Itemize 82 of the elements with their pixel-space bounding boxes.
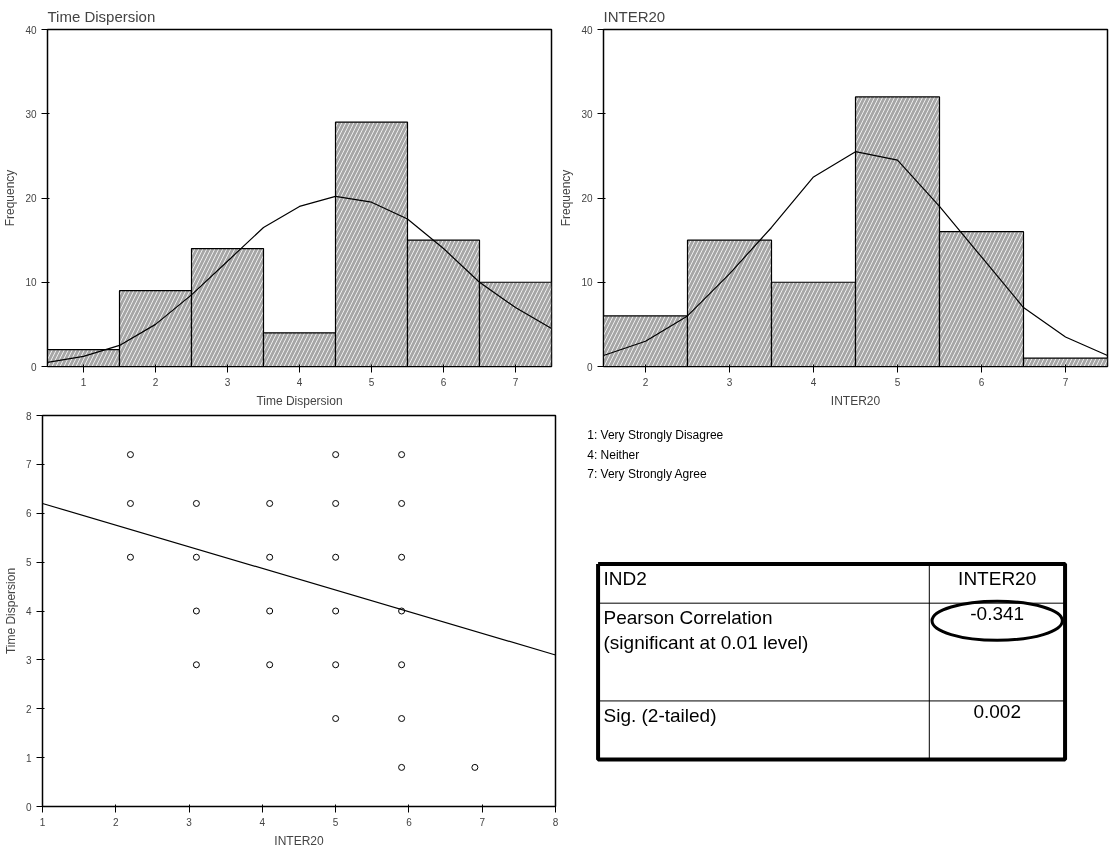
- point: [266, 553, 274, 561]
- point: [332, 715, 340, 723]
- x-tick-label: 2: [642, 376, 649, 388]
- x-tick-label: 4: [296, 376, 303, 388]
- point: [192, 607, 200, 615]
- x-tick-label: 1: [39, 816, 46, 828]
- text: 0.002: [973, 700, 1021, 722]
- point: [398, 763, 406, 771]
- y-tick-label: 2: [25, 703, 32, 715]
- y-tick-label: 5: [25, 557, 32, 569]
- point: [332, 451, 340, 459]
- x-tick-label: 2: [113, 816, 119, 828]
- y-tick-label: 10: [581, 277, 593, 289]
- point: [398, 607, 406, 615]
- point: [192, 661, 200, 669]
- y-tick-label: 20: [25, 193, 37, 204]
- point: [126, 451, 134, 459]
- x-tick-label: 4: [259, 816, 266, 828]
- point: [332, 499, 340, 507]
- text: 1: Very Strongly Disagree: [587, 428, 724, 443]
- point: [398, 661, 406, 669]
- y-tick-label: 3: [25, 654, 32, 666]
- point: [332, 607, 340, 615]
- point: [332, 661, 340, 669]
- y-tick-label: 40: [581, 24, 593, 36]
- y-tick-label: 6: [25, 508, 32, 520]
- x-tick-label: 6: [978, 376, 985, 388]
- y-tick-label: 0: [586, 361, 593, 373]
- text: Pearson Correlation (significant at 0.01 level): [603, 607, 809, 654]
- point: [332, 553, 340, 561]
- y-tick-label: 40: [25, 24, 37, 36]
- x-tick-label: 6: [406, 816, 413, 828]
- point: [398, 553, 406, 561]
- x-tick-label: 6: [440, 376, 447, 388]
- point: [398, 451, 406, 459]
- x-tick-label: 3: [186, 816, 193, 828]
- x-tick-label: 3: [224, 376, 231, 388]
- point: [126, 553, 134, 561]
- y-tick-label: 20: [581, 193, 593, 204]
- y-axis-title: Frequency: [3, 169, 18, 227]
- text: 7: Very Strongly Agree: [587, 467, 707, 482]
- point: [398, 499, 406, 507]
- point: [471, 763, 479, 771]
- y-tick-label: 30: [25, 108, 37, 120]
- y-tick-label: 8: [25, 410, 32, 422]
- text: 4: Neither: [587, 447, 640, 462]
- x-tick-label: 5: [368, 376, 375, 388]
- x-tick-label: 4: [810, 376, 817, 388]
- text: IND2: [603, 567, 647, 589]
- y-tick-label: 10: [25, 277, 37, 289]
- point: [126, 499, 134, 507]
- point: [398, 715, 406, 723]
- point: [266, 661, 274, 669]
- point: [266, 499, 274, 507]
- point: [192, 553, 200, 561]
- x-tick-label: 7: [1062, 376, 1069, 388]
- x-axis-title: Time Dispersion: [256, 393, 343, 408]
- y-tick-label: 1: [25, 752, 32, 764]
- text: -0.341: [970, 603, 1025, 625]
- point: [192, 499, 200, 507]
- x-tick-label: 2: [152, 376, 159, 388]
- text: Sig. (2-tailed): [603, 704, 717, 726]
- x-axis-title: INTER20: [830, 393, 881, 408]
- chart-title: Time Dispersion: [47, 7, 156, 25]
- y-tick-label: 4: [25, 606, 32, 617]
- x-tick-label: 5: [332, 816, 339, 828]
- x-tick-label: 7: [479, 816, 486, 828]
- y-tick-label: 0: [25, 801, 32, 813]
- x-tick-label: 1: [80, 376, 87, 388]
- y-axis-title: Time Dispersion: [3, 567, 18, 655]
- y-tick-label: 7: [25, 459, 32, 471]
- y-tick-label: 0: [30, 361, 37, 373]
- point: [266, 607, 274, 615]
- x-tick-label: 7: [512, 376, 519, 388]
- y-tick-label: 30: [581, 108, 593, 120]
- x-axis-title: INTER20: [274, 833, 324, 848]
- text: INTER20: [958, 567, 1037, 589]
- y-axis-title: Frequency: [559, 169, 574, 227]
- chart-title: INTER20: [603, 7, 666, 25]
- x-tick-label: 3: [726, 376, 733, 388]
- x-tick-label: 8: [552, 816, 559, 828]
- x-tick-label: 5: [894, 376, 901, 388]
